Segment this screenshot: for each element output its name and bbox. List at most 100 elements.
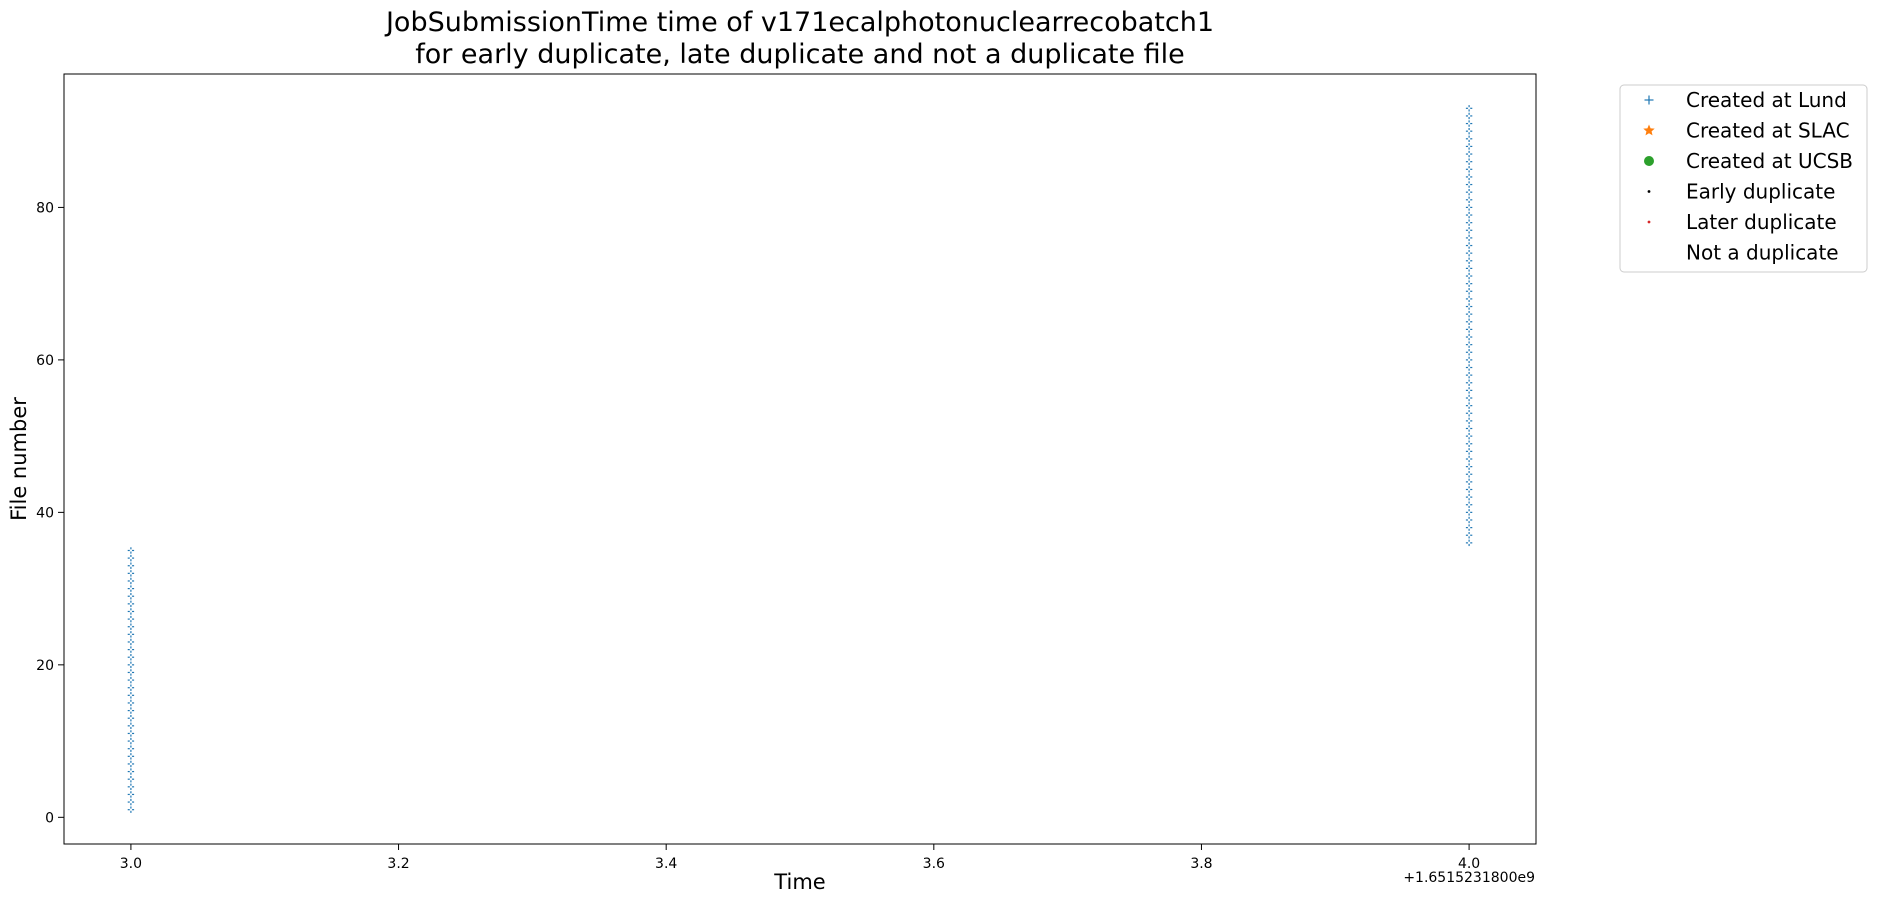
legend-marker — [1647, 190, 1651, 193]
data-point-dot — [129, 663, 133, 667]
data-point-dot — [129, 770, 133, 773]
legend-label: Created at Lund — [1686, 88, 1847, 112]
legend-label: Early duplicate — [1686, 180, 1835, 204]
data-point-dot — [1467, 251, 1471, 255]
data-point-dot — [1467, 450, 1471, 453]
data-point-dot — [1467, 297, 1471, 301]
data-point-dot — [129, 671, 133, 674]
data-point-dot — [129, 808, 133, 811]
data-point-dot — [129, 686, 133, 689]
data-point-dot — [129, 701, 133, 705]
data-point-dot — [1467, 389, 1471, 392]
data-point-dot — [129, 633, 133, 636]
data-point-dot — [1467, 473, 1471, 476]
legend-label: Not a duplicate — [1686, 241, 1839, 265]
legend: Created at Lund Created at SLAC Created at… — [1619, 84, 1868, 273]
data-point-dot — [1467, 183, 1471, 186]
data-point-dot — [1467, 381, 1471, 384]
data-point-dot — [129, 656, 133, 659]
y-tick-label: 80 — [36, 200, 54, 216]
data-point-dot — [129, 572, 133, 575]
data-point-dot — [1467, 457, 1471, 461]
data-point-dot — [129, 755, 133, 758]
data-point-dot — [129, 678, 133, 682]
x-tick-label: 3.6 — [923, 856, 945, 872]
data-point-dot — [1467, 175, 1471, 179]
legend-label: Created at SLAC — [1686, 119, 1850, 143]
data-point-dot — [129, 762, 133, 766]
data-point-dot — [1467, 198, 1471, 201]
data-point-dot — [1467, 244, 1471, 247]
data-point-dot — [1467, 541, 1471, 545]
data-point-dot — [1467, 152, 1471, 156]
x-tick-label: 3.4 — [655, 856, 677, 872]
axes: 3.0 3.2 3.4 3.6 3.8 4.0 0 20 40 60 80 — [36, 200, 1480, 872]
data-point-dot — [1467, 503, 1471, 506]
data-point-dot — [1467, 534, 1471, 537]
data-point-dot — [1467, 129, 1471, 133]
data-point-dot — [129, 739, 133, 743]
data-point-dot — [1467, 495, 1471, 499]
data-point-dot — [1467, 419, 1471, 423]
x-offset-label: +1.6515231800e9 — [1403, 870, 1535, 886]
data-point-dot — [1467, 518, 1471, 522]
data-point-dot — [1467, 190, 1471, 194]
data-point-dot — [129, 640, 133, 644]
data-point-dot — [1467, 122, 1471, 125]
data-point-dot — [1467, 305, 1471, 308]
data-point-dot — [1467, 160, 1471, 163]
data-point-dot — [1467, 480, 1471, 484]
data-point-dot — [129, 587, 133, 590]
x-tick-label: 4.0 — [1458, 856, 1480, 872]
y-tick-label: 40 — [36, 505, 54, 521]
data-point-dot — [1467, 343, 1471, 346]
data-point-dot — [129, 732, 133, 735]
data-point-dot — [129, 617, 133, 621]
data-point-dot — [1467, 320, 1471, 323]
data-point-dot — [129, 556, 133, 560]
data-point-dot — [1467, 267, 1471, 270]
data-point-dot — [1467, 442, 1471, 445]
legend-marker — [1647, 220, 1651, 224]
legend-label: Later duplicate — [1686, 210, 1837, 234]
data-point-dot — [129, 625, 133, 628]
data-point-dot — [1467, 259, 1471, 262]
data-point-dot — [129, 717, 133, 720]
legend-marker — [1644, 95, 1654, 105]
data-point-dot — [129, 595, 133, 598]
y-axis-label: File number — [7, 397, 31, 521]
data-point-dot — [1467, 373, 1471, 377]
chart-title-line2: for early duplicate, late duplicate and … — [415, 39, 1185, 70]
x-tick-label: 3.0 — [120, 856, 142, 872]
data-point-dot — [1467, 328, 1471, 331]
data-point-dot — [129, 785, 133, 789]
data-point-dot — [1467, 213, 1471, 217]
legend-marker — [1643, 124, 1655, 136]
data-point-dot — [129, 549, 133, 552]
data-point-dot — [129, 800, 133, 804]
data-point-dot — [129, 747, 133, 750]
y-tick-label: 60 — [36, 353, 54, 369]
plot-area — [127, 105, 1473, 813]
data-point-dot — [1467, 282, 1471, 285]
data-point-dot — [129, 694, 133, 697]
data-point-dot — [129, 777, 133, 781]
data-point-dot — [1467, 511, 1471, 514]
chart-title-line1: JobSubmissionTime time of v171ecalphoton… — [384, 7, 1214, 38]
data-point-dot — [129, 579, 133, 583]
data-point-dot — [1467, 206, 1471, 209]
data-point-dot — [129, 610, 133, 613]
data-point-dot — [1467, 114, 1471, 118]
data-point-dot — [1467, 366, 1471, 369]
data-point-dot — [129, 564, 133, 567]
data-point-dot — [1467, 434, 1471, 438]
data-point-dot — [1467, 229, 1471, 232]
data-point-dot — [1467, 404, 1471, 407]
y-tick-label: 0 — [45, 810, 54, 826]
data-point-dot — [129, 793, 133, 796]
data-point-dot — [129, 724, 133, 728]
data-point-dot — [1467, 427, 1471, 430]
x-tick-label: 3.2 — [387, 856, 409, 872]
data-point-dot — [1467, 412, 1471, 415]
